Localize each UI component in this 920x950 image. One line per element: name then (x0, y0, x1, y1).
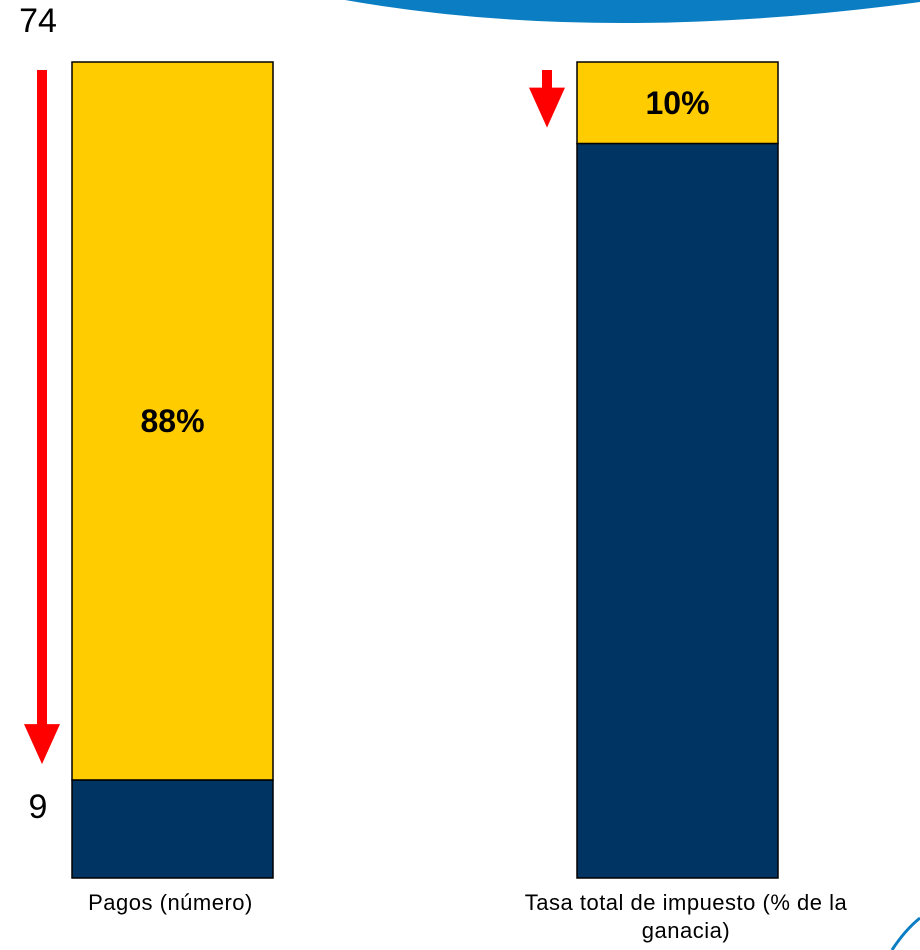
corner-decoration (890, 916, 920, 950)
bar-1-reduction-segment (71, 61, 274, 781)
bar-2-remaining-segment (576, 142, 779, 879)
bar-2-category-label: Tasa total de impuesto (% de la (525, 890, 848, 915)
bar-2-reduction-label: 10% (645, 85, 709, 121)
labels-layer: 88% 74 9 Pagos (número) 10% Tasa total de imp… (19, 2, 847, 943)
bars-layer (71, 61, 779, 879)
header-banner (345, 0, 920, 24)
bar-1-category-label: Pagos (número) (88, 890, 253, 915)
bar-2-reduction-segment (576, 61, 779, 145)
bar-2-category-label: ganacia) (642, 918, 730, 943)
arrows-layer (24, 70, 565, 765)
bar-1-reduction-arrow (24, 70, 60, 765)
bar-1-end-value: 9 (29, 788, 48, 826)
bar-1-remaining-segment (71, 779, 274, 879)
bar-1-start-value: 74 (19, 2, 57, 40)
bar-2-reduction-arrow (529, 70, 565, 128)
bar-1-reduction-label: 88% (140, 403, 204, 439)
